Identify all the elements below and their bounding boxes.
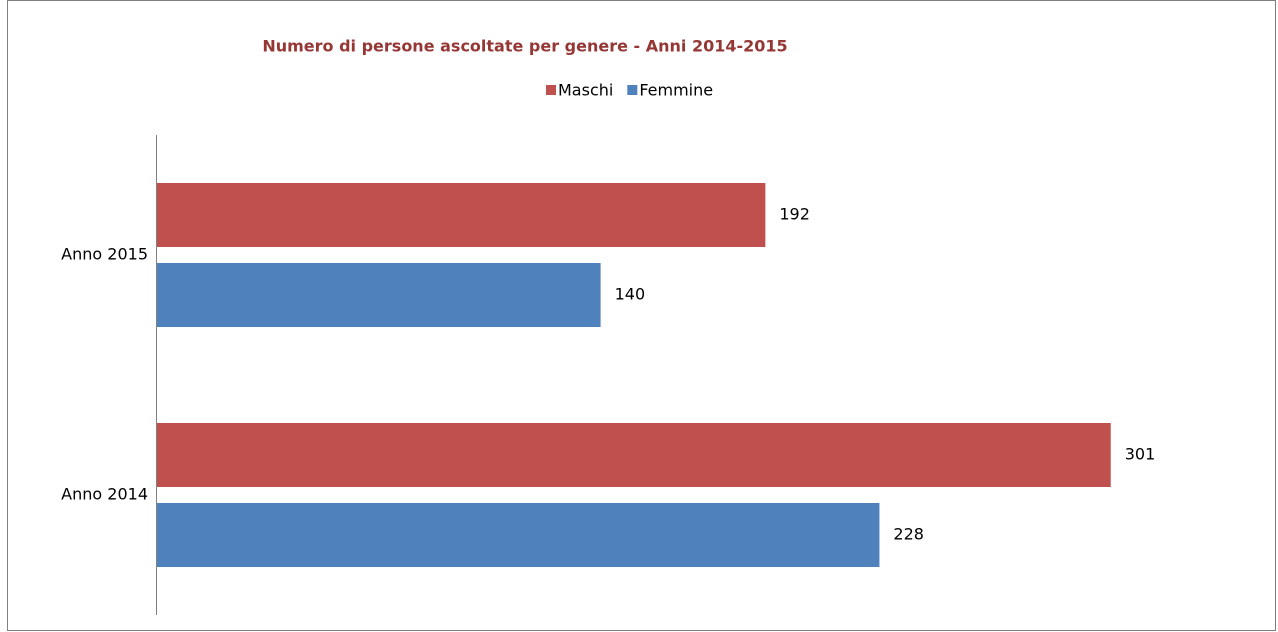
legend-swatch <box>546 85 556 95</box>
data-label: 192 <box>779 205 810 224</box>
bar <box>157 423 1111 487</box>
bar <box>157 503 880 567</box>
data-label: 228 <box>893 525 924 544</box>
data-label: 140 <box>615 285 646 304</box>
chart-title: Numero di persone ascoltate per genere -… <box>262 37 787 56</box>
bar <box>157 183 766 247</box>
legend-label: Femmine <box>639 81 713 100</box>
y-tick-label: Anno 2015 <box>61 245 148 264</box>
y-tick-label: Anno 2014 <box>61 485 148 504</box>
legend-label: Maschi <box>558 81 613 100</box>
legend-swatch <box>627 85 638 95</box>
data-label: 301 <box>1125 445 1156 464</box>
bar <box>157 263 601 327</box>
